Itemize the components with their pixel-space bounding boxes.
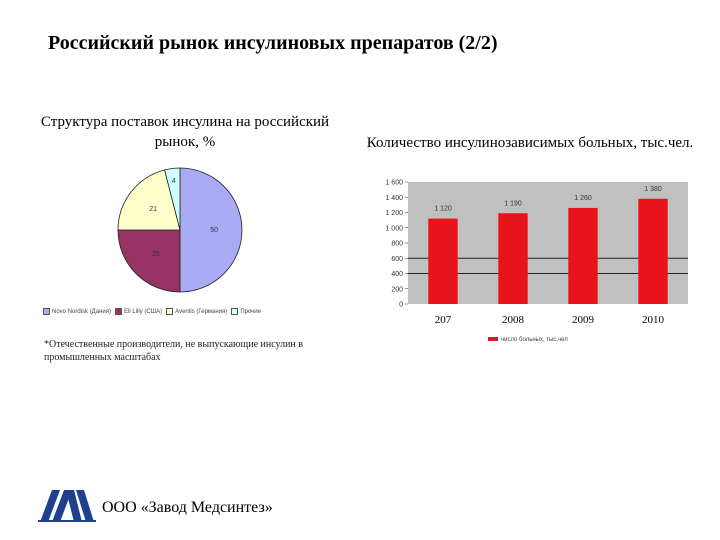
pie-slice <box>117 229 181 293</box>
company-logo <box>38 490 96 522</box>
y-tick-label: 400 <box>391 271 403 278</box>
x-tick-label: 2009 <box>572 314 595 326</box>
pie-chart: 50 25 21 4 <box>117 167 243 293</box>
y-tick-label: 0 <box>399 302 403 309</box>
pie-chart-title: Структура поставок инсулина на российски… <box>40 114 330 150</box>
bar-chart-title: Количество инсулинозависимых больных, ты… <box>366 135 694 151</box>
pie-legend: Novo Nordisk (Дания) Eli Lilly (США) Avent… <box>43 308 265 315</box>
pie-slice <box>164 167 181 231</box>
y-tick-label: 600 <box>391 256 403 263</box>
bar <box>428 218 458 304</box>
y-tick-label: 1 600 <box>385 180 403 187</box>
pie-legend-swatch <box>43 308 50 315</box>
pie-legend-item: Novo Nordisk (Дания) <box>43 308 111 316</box>
pie-legend-item: Eli Lilly (США) <box>115 308 163 316</box>
x-tick-label: 207 <box>435 314 452 326</box>
y-tick-label: 1 000 <box>385 225 403 232</box>
pie-slice-label: 4 <box>172 178 176 185</box>
bar-value-label: 1 190 <box>504 200 522 207</box>
page-title: Российский рынок инсулиновых препаратов … <box>48 32 498 54</box>
bar-legend-label: число больных, тыс.чел <box>501 337 568 343</box>
pie-slice-label: 50 <box>210 227 218 234</box>
pie-legend-swatch <box>231 308 239 315</box>
x-tick-label: 2008 <box>502 314 525 326</box>
bar <box>568 207 598 304</box>
pie-slice <box>179 167 243 293</box>
pie-legend-item: Aventis (Германия) <box>166 308 228 316</box>
y-tick-label: 1 200 <box>385 210 403 217</box>
bar-legend: число больных, тыс.чел <box>488 337 568 343</box>
pie-legend-item: Прочие <box>231 308 261 316</box>
bar <box>498 213 528 304</box>
company-name: ООО «Завод Медсинтез» <box>102 499 273 516</box>
bar-chart: 0 200 400 600 800 1 000 1 200 1 400 1 600 1 120 20… <box>385 180 688 326</box>
pie-legend-label: Aventis (Германия) <box>175 309 228 316</box>
pie-legend-swatch <box>166 308 174 315</box>
pie-legend-swatch <box>115 308 122 315</box>
y-tick-label: 800 <box>391 241 403 248</box>
y-tick-label: 1 400 <box>385 195 403 202</box>
pie-slice-label: 21 <box>149 206 157 213</box>
x-tick-label: 2010 <box>642 314 665 326</box>
bar-value-label: 1 120 <box>434 206 452 213</box>
bar <box>638 198 668 304</box>
pie-slice <box>117 169 181 231</box>
pie-slice-label: 25 <box>152 251 160 258</box>
bar-value-label: 1 260 <box>574 195 592 202</box>
bar-value-label: 1 380 <box>644 186 662 193</box>
pie-legend-label: Novo Nordisk (Дания) <box>52 309 111 316</box>
footnote: *Отечественные производители, не выпуска… <box>44 339 303 363</box>
y-tick-label: 200 <box>391 286 403 293</box>
pie-legend-label: Прочие <box>240 309 261 316</box>
pie-legend-label: Eli Lilly (США) <box>124 309 163 316</box>
bar-legend-swatch <box>488 337 498 342</box>
